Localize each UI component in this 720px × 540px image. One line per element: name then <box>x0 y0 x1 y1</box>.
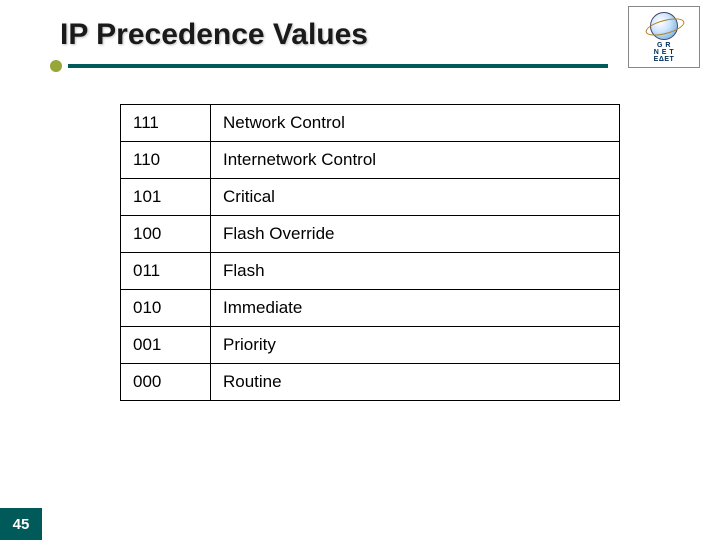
precedence-code: 010 <box>121 290 211 327</box>
page-number-stub <box>42 508 54 540</box>
precedence-label: Priority <box>211 327 620 364</box>
header: IP Precedence Values <box>0 0 720 74</box>
page-number-badge: 45 <box>0 508 42 540</box>
table-row: 011 Flash <box>121 253 620 290</box>
table-row: 001 Priority <box>121 327 620 364</box>
table-row: 110 Internetwork Control <box>121 142 620 179</box>
precedence-code: 001 <box>121 327 211 364</box>
precedence-label: Critical <box>211 179 620 216</box>
precedence-label: Immediate <box>211 290 620 327</box>
precedence-label: Flash <box>211 253 620 290</box>
precedence-label: Internetwork Control <box>211 142 620 179</box>
precedence-code: 000 <box>121 364 211 401</box>
underline-bar-icon <box>68 64 608 68</box>
page-title: IP Precedence Values <box>60 18 720 52</box>
precedence-code: 111 <box>121 105 211 142</box>
precedence-code: 011 <box>121 253 211 290</box>
underline-dot-icon <box>50 60 62 72</box>
table-row: 010 Immediate <box>121 290 620 327</box>
precedence-table-wrap: 111 Network Control 110 Internetwork Con… <box>120 104 620 401</box>
table-row: 100 Flash Override <box>121 216 620 253</box>
title-underline <box>50 60 610 74</box>
precedence-code: 110 <box>121 142 211 179</box>
table-row: 101 Critical <box>121 179 620 216</box>
table-row: 000 Routine <box>121 364 620 401</box>
precedence-code: 101 <box>121 179 211 216</box>
precedence-label: Flash Override <box>211 216 620 253</box>
slide: G R N E T ΕΔΕΤ IP Precedence Values 111 … <box>0 0 720 540</box>
precedence-label: Network Control <box>211 105 620 142</box>
precedence-table: 111 Network Control 110 Internetwork Con… <box>120 104 620 401</box>
precedence-code: 100 <box>121 216 211 253</box>
table-row: 111 Network Control <box>121 105 620 142</box>
precedence-label: Routine <box>211 364 620 401</box>
